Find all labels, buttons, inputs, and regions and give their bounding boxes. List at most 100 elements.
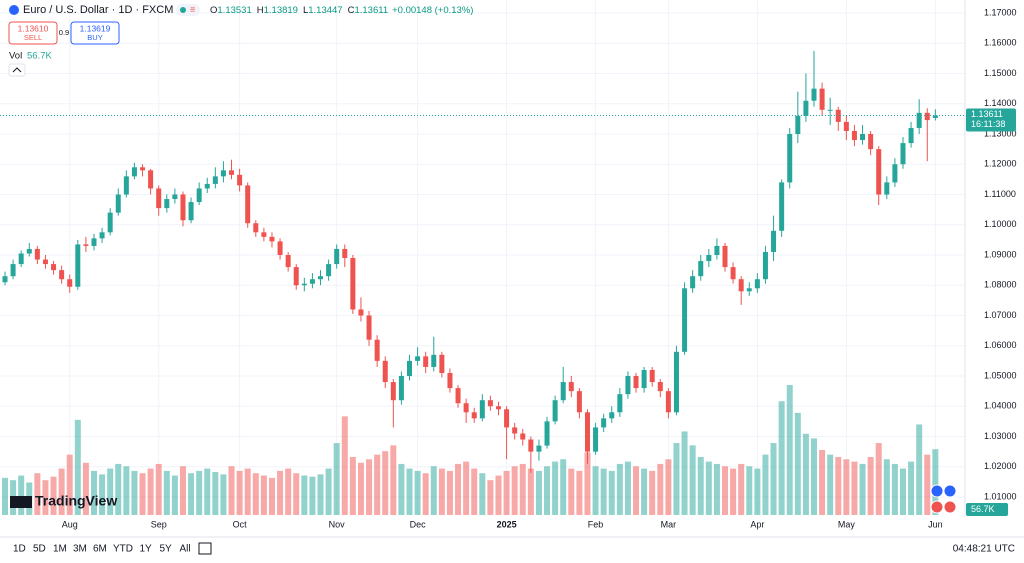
x-tick-label: Dec [410,519,427,529]
candle-body [625,376,631,395]
candle-body [334,248,340,265]
volume-bar [932,449,939,515]
candle-body [180,194,186,221]
candle-body [99,232,105,239]
range-button[interactable]: 5Y [160,544,173,555]
legend-key: L [303,5,308,16]
candle-body [617,394,623,413]
buy-label: BUY [87,33,102,42]
candle-body [495,406,501,410]
event-icon[interactable] [930,500,944,514]
candle-body [771,230,777,252]
legend-change: +0.00148 (+0.13%) [392,5,473,16]
y-tick-label: 1.08000 [984,280,1017,290]
candle-body [407,360,412,377]
candle-body [455,388,461,404]
candle-body [560,382,566,401]
range-button[interactable]: YTD [113,544,133,555]
volume-bar [697,456,704,515]
buy-price: 1.13619 [80,23,111,33]
candle-body [59,270,65,280]
ohlc-legend: O1.13531 H1.13819 L1.13447 C1.13611 +0.00148… [210,5,473,16]
candle-body [253,223,259,233]
candle-body [447,372,453,389]
range-button[interactable]: 6M [93,544,107,555]
volume-bar [665,459,672,515]
candle-body [156,188,162,209]
range-button[interactable]: All [180,544,191,555]
candle-body [827,109,833,111]
candle-body [431,354,437,367]
volume-bar [301,475,308,515]
countdown: 16:11:38 [971,119,1005,129]
volume-bar [511,466,518,515]
volume-bar [843,459,850,515]
range-button[interactable]: 1D [13,544,26,555]
collapse-icon [12,67,22,73]
x-tick-label: Feb [588,519,604,529]
calendar-icon[interactable] [198,542,212,555]
volume-bar [317,474,324,515]
candle-body [67,279,73,287]
range-button[interactable]: 1Y [140,544,153,555]
candle-body [212,176,218,184]
volume-bar [374,454,381,515]
range-button[interactable]: 3M [73,544,87,555]
volume-bar [535,470,542,515]
x-tick-label: Aug [62,519,78,529]
candle-body [795,115,801,135]
volume-bar [430,466,437,515]
candle-body [504,409,510,428]
volume-bar [446,470,453,515]
sell-button[interactable] [8,21,58,45]
volume-bar [738,463,745,515]
volume-bar [681,431,688,515]
candle-body [2,276,8,283]
buy-button[interactable] [70,21,120,45]
candle-body [285,255,291,268]
range-button[interactable]: 5D [33,544,46,555]
volume-bar [204,468,211,515]
candle-body [479,400,485,419]
candle-body [277,241,283,256]
event-icon[interactable] [943,500,957,514]
event-icon[interactable] [930,484,944,498]
volume-bar [649,470,656,515]
volume-bar [673,443,680,515]
x-tick-label: Nov [329,519,346,529]
event-icon[interactable] [943,484,957,498]
candle-body [811,88,817,101]
candle-body [601,418,607,428]
symbol-title[interactable]: Euro / U.S. Dollar · 1D · FXCM [23,4,173,16]
collapse-button[interactable] [8,63,26,77]
volume-bar [390,445,397,515]
candle-body [123,176,129,195]
sell-label: SELL [24,33,42,42]
volume-bar [641,468,648,515]
candle-body [309,279,315,284]
volume-bar [422,473,429,515]
x-tick-label: Sep [151,519,167,529]
candle-body [593,427,599,452]
volume-bar [608,470,615,515]
volume-bar [503,470,510,515]
volume-bar [471,468,478,515]
volume-bar [139,473,146,515]
volume-bar [50,476,57,515]
volume-bar [819,450,826,515]
logo-text: TradingView [35,493,117,509]
volume-bar [851,461,858,515]
candle-body [932,115,938,118]
candle-body [762,251,768,280]
y-tick-label: 1.16000 [984,38,1017,48]
candle-body [18,253,24,265]
legend-value: 1.13447 [308,5,342,16]
candle-body [665,391,671,413]
y-tick-label: 1.17000 [984,7,1017,17]
volume-bar [584,452,591,515]
volume-bar [244,468,251,515]
range-button[interactable]: 1M [53,544,67,555]
volume-bar [212,472,219,515]
candle-body [528,439,534,452]
